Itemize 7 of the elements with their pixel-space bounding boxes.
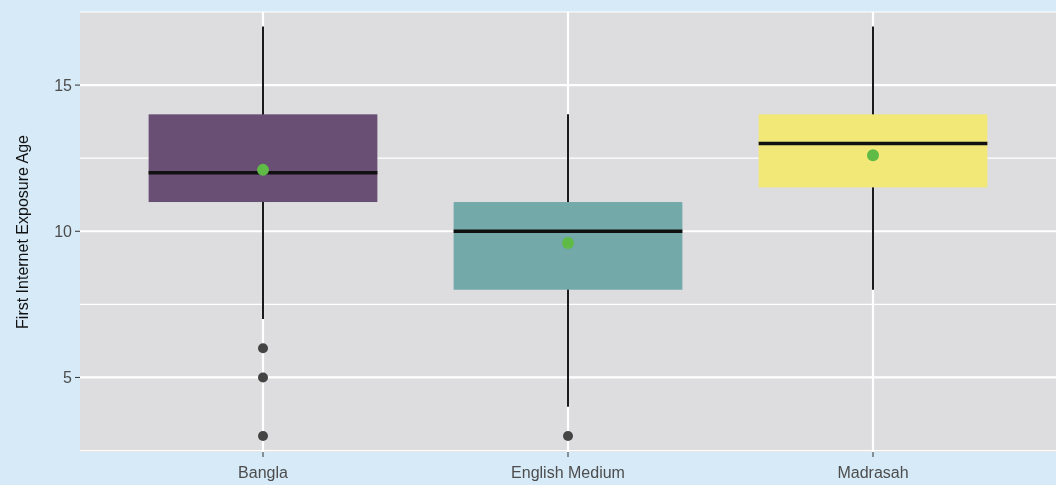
x-tick-label: Bangla xyxy=(238,464,289,481)
y-tick-label: 15 xyxy=(54,76,73,94)
y-tick-label: 10 xyxy=(54,222,73,240)
x-tick-label: English Medium xyxy=(511,464,625,481)
y-tick-label: 5 xyxy=(63,369,73,387)
y-axis-title: First Internet Exposure Age xyxy=(14,134,31,329)
x-tick-label: Madrasah xyxy=(837,464,909,481)
